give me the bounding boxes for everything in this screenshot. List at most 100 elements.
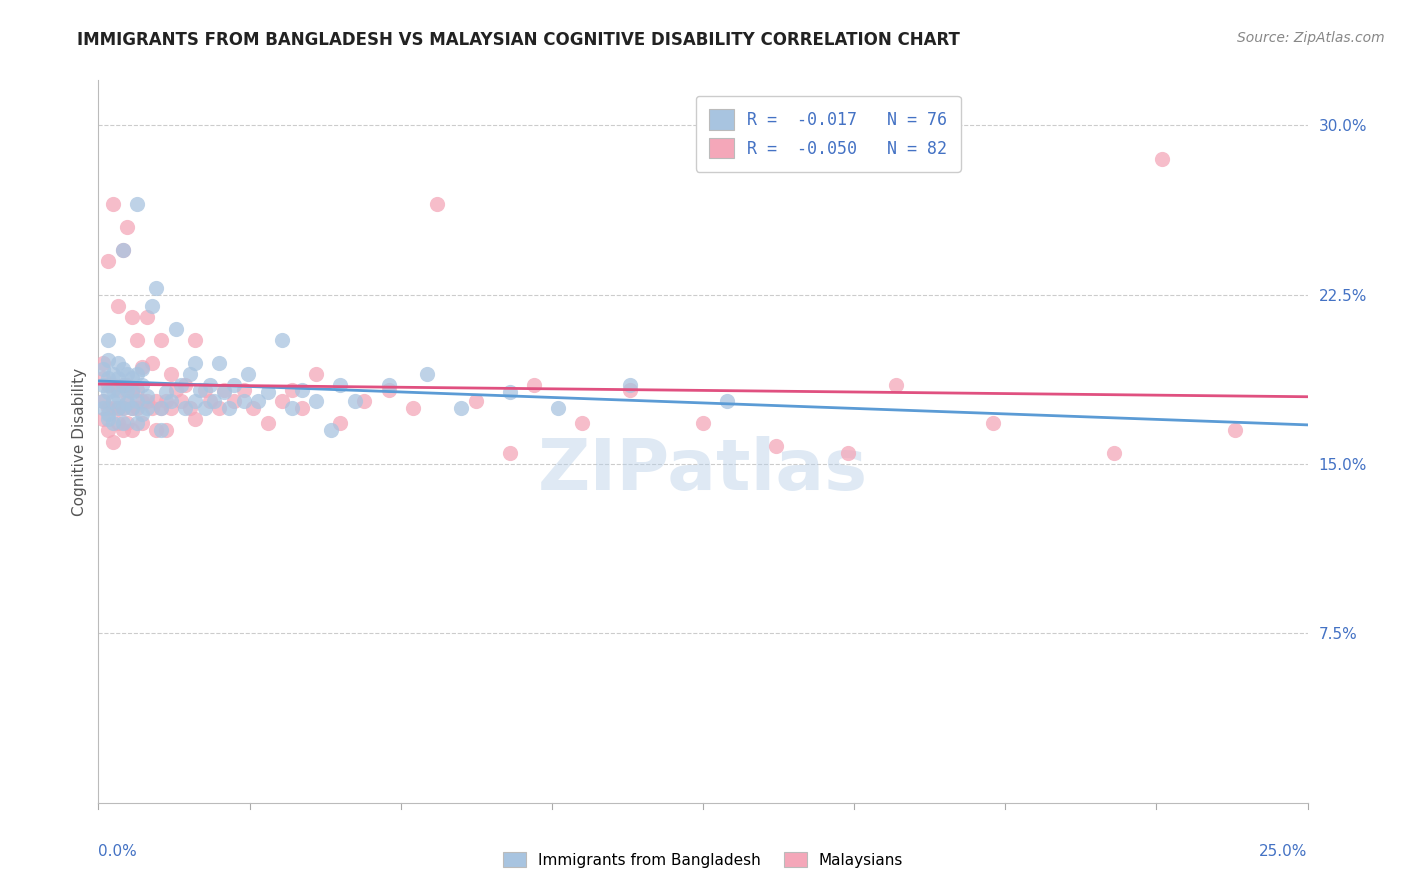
Point xyxy=(91,362,114,376)
Point xyxy=(101,434,124,449)
Point xyxy=(91,355,114,369)
Point xyxy=(121,383,143,397)
Point xyxy=(716,393,738,408)
Point xyxy=(271,393,294,408)
Point xyxy=(121,423,143,437)
Point xyxy=(117,367,139,381)
Point xyxy=(127,417,149,431)
Point xyxy=(256,417,278,431)
Point xyxy=(232,383,254,397)
Point xyxy=(111,417,134,431)
Point xyxy=(107,355,129,369)
Point xyxy=(107,371,129,385)
Point xyxy=(169,393,191,408)
Point xyxy=(145,393,167,408)
Point xyxy=(208,401,231,415)
Point xyxy=(111,401,134,415)
Point xyxy=(281,401,304,415)
Point xyxy=(547,401,569,415)
Point xyxy=(155,393,177,408)
Point xyxy=(101,367,124,381)
Point xyxy=(121,310,143,325)
Point xyxy=(91,371,114,385)
Point xyxy=(402,401,425,415)
Point xyxy=(97,423,120,437)
Point xyxy=(107,401,129,415)
Point xyxy=(97,412,120,426)
Point xyxy=(238,367,260,381)
Point xyxy=(377,383,399,397)
Point xyxy=(145,281,167,295)
Point xyxy=(188,383,211,397)
Point xyxy=(619,378,641,392)
Point xyxy=(150,423,173,437)
Point xyxy=(377,378,399,392)
Point xyxy=(141,355,163,369)
Point xyxy=(155,423,177,437)
Point xyxy=(131,417,153,431)
Text: ZIPatlas: ZIPatlas xyxy=(538,436,868,505)
Point xyxy=(305,393,328,408)
Point xyxy=(619,383,641,397)
Point xyxy=(97,333,120,347)
Point xyxy=(127,367,149,381)
Point xyxy=(127,333,149,347)
Point xyxy=(184,412,207,426)
Point xyxy=(135,310,157,325)
Point xyxy=(271,333,294,347)
Point xyxy=(121,401,143,415)
Point xyxy=(160,401,183,415)
Point xyxy=(91,412,114,426)
Point xyxy=(111,378,134,392)
Point xyxy=(107,389,129,403)
Point xyxy=(127,383,149,397)
Point xyxy=(97,353,120,368)
Point xyxy=(886,378,908,392)
Point xyxy=(121,384,143,399)
Point xyxy=(111,243,134,257)
Point xyxy=(141,401,163,415)
Point xyxy=(464,393,486,408)
Point xyxy=(184,355,207,369)
Point xyxy=(145,423,167,437)
Point xyxy=(97,384,120,399)
Y-axis label: Cognitive Disability: Cognitive Disability xyxy=(72,368,87,516)
Point xyxy=(256,384,278,399)
Point xyxy=(131,408,153,422)
Point xyxy=(208,355,231,369)
Point xyxy=(150,333,173,347)
Point xyxy=(329,417,352,431)
Point xyxy=(91,378,114,392)
Point xyxy=(290,401,312,415)
Point xyxy=(194,401,217,415)
Point xyxy=(212,383,235,397)
Point xyxy=(111,423,134,437)
Point xyxy=(184,393,207,408)
Point xyxy=(179,367,201,381)
Point xyxy=(204,393,226,408)
Point xyxy=(198,393,221,408)
Point xyxy=(101,378,124,392)
Point xyxy=(416,367,439,381)
Point xyxy=(160,393,183,408)
Point xyxy=(198,378,221,392)
Point xyxy=(165,383,187,397)
Point xyxy=(101,197,124,211)
Point xyxy=(242,401,264,415)
Point xyxy=(179,401,201,415)
Text: 0.0%: 0.0% xyxy=(98,845,138,860)
Point xyxy=(107,417,129,431)
Point xyxy=(117,220,139,235)
Text: 25.0%: 25.0% xyxy=(1260,845,1308,860)
Point xyxy=(101,401,124,415)
Point xyxy=(131,378,153,392)
Point xyxy=(319,423,342,437)
Point xyxy=(194,383,217,397)
Point xyxy=(97,253,120,268)
Point xyxy=(692,417,714,431)
Point xyxy=(97,378,120,392)
Point xyxy=(169,378,191,392)
Point xyxy=(117,393,139,408)
Point xyxy=(111,362,134,376)
Point xyxy=(765,439,787,453)
